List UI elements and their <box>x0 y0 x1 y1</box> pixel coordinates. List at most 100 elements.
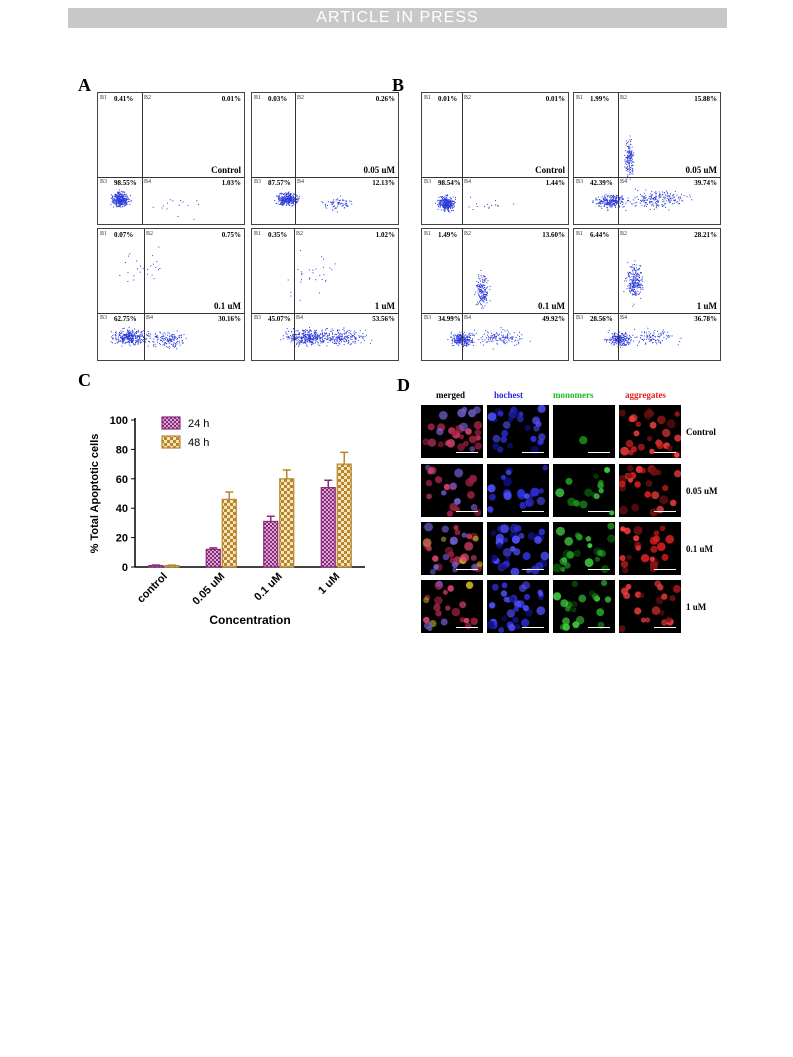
bar-1-3 <box>336 463 352 568</box>
column-header-monomers: monomers <box>553 390 594 400</box>
microscopy-image <box>553 522 615 575</box>
scale-bar <box>456 452 478 453</box>
quadrant-label-b2: B2 <box>464 95 472 101</box>
y-tick-label: 0 <box>122 562 128 574</box>
percent-b3: 34.99% <box>438 315 461 323</box>
quadrant-divider-horizontal <box>252 177 398 178</box>
quadrant-label-b3: B3 <box>100 179 108 185</box>
condition-label: Control <box>535 165 565 175</box>
microscopy-image <box>553 580 615 633</box>
scale-bar <box>522 569 544 570</box>
condition-label: 1 uM <box>696 301 717 311</box>
microscopy-image <box>487 405 549 458</box>
percent-b4: 30.16% <box>218 315 241 323</box>
cell-dots <box>423 580 478 632</box>
percent-b1: 0.01% <box>438 95 458 103</box>
cell-dots <box>487 581 546 633</box>
row-label: 1 uM <box>686 602 707 612</box>
microscopy-image <box>619 580 681 633</box>
flow-b-plot-4: B1 B2 B3 B4 6.44% 28.21% 28.56% 36.78% 1 uM <box>573 228 721 361</box>
y-tick-label: 100 <box>110 415 128 427</box>
percent-b1: 0.07% <box>114 231 134 239</box>
article-in-press-banner: ARTICLE IN PRESS <box>68 8 727 28</box>
quadrant-label-b1: B1 <box>576 95 584 101</box>
microscopy-image <box>487 522 549 575</box>
scatter-dots <box>280 250 373 347</box>
flow-a-plot-2: B1 B2 B3 B4 0.03% 0.26% 87.57% 12.13% 0.05 uM <box>251 92 399 225</box>
x-tick-label: 1 uM <box>316 571 342 597</box>
row-label: Control <box>686 427 716 437</box>
scale-bar <box>588 627 610 628</box>
scale-bar <box>654 569 676 570</box>
quadrant-divider-vertical <box>294 229 295 360</box>
percent-b3: 62.75% <box>114 315 137 323</box>
quadrant-divider-vertical <box>462 229 463 360</box>
flow-a-plot-3: B1 B2 B3 B4 0.07% 0.75% 62.75% 30.16% 0.1 uM <box>97 228 245 361</box>
condition-label: 1 uM <box>374 301 395 311</box>
quadrant-label-b1: B1 <box>100 95 108 101</box>
quadrant-label-b3: B3 <box>576 179 584 185</box>
legend-swatch-0 <box>161 416 181 430</box>
cell-dots <box>422 406 483 452</box>
quadrant-label-b3: B3 <box>254 179 262 185</box>
quadrant-label-b2: B2 <box>296 231 304 237</box>
apoptosis-bar-chart: 0 20 40 60 80 100 % Total Apoptotic cells Conce… <box>80 395 380 635</box>
cell-dots <box>619 580 681 633</box>
quadrant-divider-horizontal <box>574 313 720 314</box>
scatter-dots <box>110 246 187 350</box>
quadrant-label-b4: B4 <box>620 315 628 321</box>
percent-b2: 15.88% <box>694 95 717 103</box>
scatter-dots <box>110 189 199 220</box>
percent-b1: 0.41% <box>114 95 134 103</box>
x-axis-label: Concentration <box>209 613 290 627</box>
scale-bar <box>588 569 610 570</box>
scale-bar <box>522 627 544 628</box>
scatter-dots <box>274 191 353 213</box>
panel-label-c: C <box>78 370 91 390</box>
percent-b4: 49.92% <box>542 315 565 323</box>
legend-label-0: 24 h <box>188 418 209 430</box>
percent-b3: 87.57% <box>268 179 291 187</box>
quadrant-label-b4: B4 <box>620 179 628 185</box>
quadrant-label-b4: B4 <box>297 179 305 185</box>
quadrant-divider-horizontal <box>574 177 720 178</box>
x-tick-label: 0.1 uM <box>252 571 285 604</box>
y-tick-label: 60 <box>116 474 128 486</box>
percent-b4: 53.56% <box>372 315 395 323</box>
microscopy-image <box>553 464 615 517</box>
quadrant-label-b4: B4 <box>464 315 472 321</box>
quadrant-label-b1: B1 <box>254 231 262 237</box>
quadrant-label-b4: B4 <box>146 315 154 321</box>
microscopy-image <box>487 464 549 517</box>
y-axis-label: % Total Apoptotic cells <box>89 434 101 554</box>
legend-swatch-1 <box>161 435 181 449</box>
quadrant-label-b2: B2 <box>146 231 154 237</box>
percent-b1: 0.03% <box>268 95 288 103</box>
cell-dots <box>579 436 588 445</box>
cell-dots <box>490 523 549 575</box>
microscopy-image <box>487 580 549 633</box>
cell-dots <box>425 464 482 517</box>
bar-0-3 <box>320 487 336 568</box>
scatter-dots <box>592 135 693 212</box>
percent-b3: 28.56% <box>590 315 613 323</box>
scale-bar <box>456 511 478 512</box>
cell-dots <box>553 522 615 574</box>
cell-dots <box>487 465 548 514</box>
quadrant-label-b3: B3 <box>254 315 262 321</box>
quadrant-divider-vertical <box>144 229 145 360</box>
scale-bar <box>654 452 676 453</box>
quadrant-label-b3: B3 <box>424 315 432 321</box>
quadrant-label-b4: B4 <box>144 179 152 185</box>
cell-dots <box>487 405 546 455</box>
cell-dots <box>553 580 612 631</box>
percent-b2: 0.01% <box>221 95 241 103</box>
microscopy-image <box>421 464 483 517</box>
quadrant-label-b1: B1 <box>254 95 262 101</box>
quadrant-label-b3: B3 <box>100 315 108 321</box>
panel-label-b: B <box>392 75 405 95</box>
percent-b3: 98.55% <box>114 179 137 187</box>
bar-1-1 <box>221 498 237 568</box>
quadrant-divider-horizontal <box>98 313 244 314</box>
column-header-hochest: hochest <box>494 390 523 400</box>
